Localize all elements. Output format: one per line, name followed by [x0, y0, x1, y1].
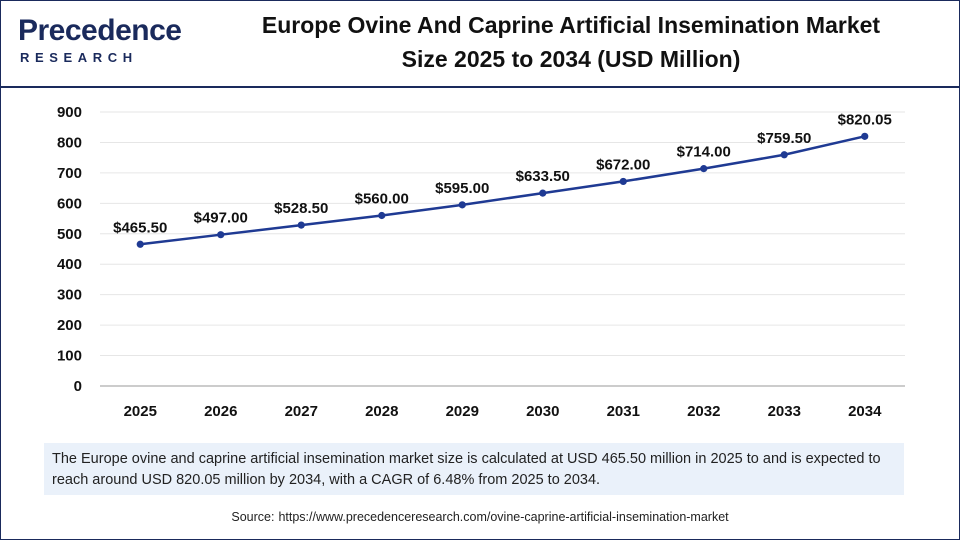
y-tick-label: 900 [57, 104, 82, 121]
x-tick-label: 2034 [848, 403, 882, 420]
data-label: $528.50 [274, 200, 328, 217]
summary-box: The Europe ovine and caprine artificial … [44, 443, 904, 495]
y-tick-label: 100 [57, 348, 82, 365]
x-tick-label: 2028 [365, 403, 398, 420]
line-chart: 0 100 200 300 400 500 600 700 800 900 2025 2026 2027… [57, 104, 905, 420]
x-tick-label: 2030 [526, 403, 559, 420]
source-note: Source: https://www.precedenceresearch.co… [0, 510, 960, 524]
y-tick-label: 600 [57, 195, 82, 212]
x-tick-label: 2031 [607, 403, 640, 420]
x-tick-label: 2027 [285, 403, 318, 420]
data-label: $560.00 [355, 191, 409, 208]
x-tick-label: 2029 [446, 403, 479, 420]
chart-title-line2: Size 2025 to 2034 (USD Million) [401, 46, 741, 72]
chart-title-line1: Europe Ovine And Caprine Artificial Inse… [261, 12, 881, 38]
data-label: $497.00 [194, 210, 248, 227]
logo-name-bottom: RESEARCH [20, 50, 138, 65]
data-label: $820.05 [838, 111, 892, 128]
x-tick-label: 2032 [687, 403, 720, 420]
y-tick-label: 800 [57, 134, 82, 151]
y-tick-label: 400 [57, 256, 82, 273]
chart-title: Europe Ovine And Caprine Artificial Inse… [210, 8, 932, 76]
data-point [780, 151, 788, 159]
company-logo: Precedence RESEARCH [18, 14, 182, 66]
data-point [217, 231, 225, 239]
data-label: $633.50 [516, 168, 570, 185]
summary-text: The Europe ovine and caprine artificial … [52, 451, 881, 488]
data-point [378, 211, 386, 220]
data-point [619, 177, 627, 186]
data-label: $759.50 [757, 130, 811, 147]
y-tick-label: 200 [57, 317, 82, 334]
data-point [458, 201, 466, 209]
header: Precedence RESEARCH Europe Ovine And Cap… [0, 0, 960, 88]
data-point [539, 189, 547, 197]
x-tick-label: 2025 [124, 403, 157, 420]
y-tick-label: 700 [57, 165, 82, 182]
data-label: $595.00 [435, 180, 489, 197]
y-tick-label: 0 [74, 378, 82, 395]
data-point [861, 132, 869, 140]
source-label: Source: [231, 510, 275, 524]
y-tick-label: 500 [57, 226, 82, 243]
data-point [700, 165, 708, 173]
logo-name-top: Precedence [18, 14, 182, 47]
data-label: $672.00 [596, 156, 650, 173]
data-point [136, 240, 144, 248]
x-tick-label: 2033 [768, 403, 801, 420]
y-tick-label: 300 [57, 287, 82, 304]
data-point [297, 221, 305, 229]
source-url: https://www.precedenceresearch.com/ovine… [278, 510, 729, 524]
data-label: $714.00 [677, 144, 731, 161]
data-label: $465.50 [113, 219, 167, 236]
series-line [140, 135, 866, 246]
x-tick-label: 2026 [204, 403, 237, 420]
